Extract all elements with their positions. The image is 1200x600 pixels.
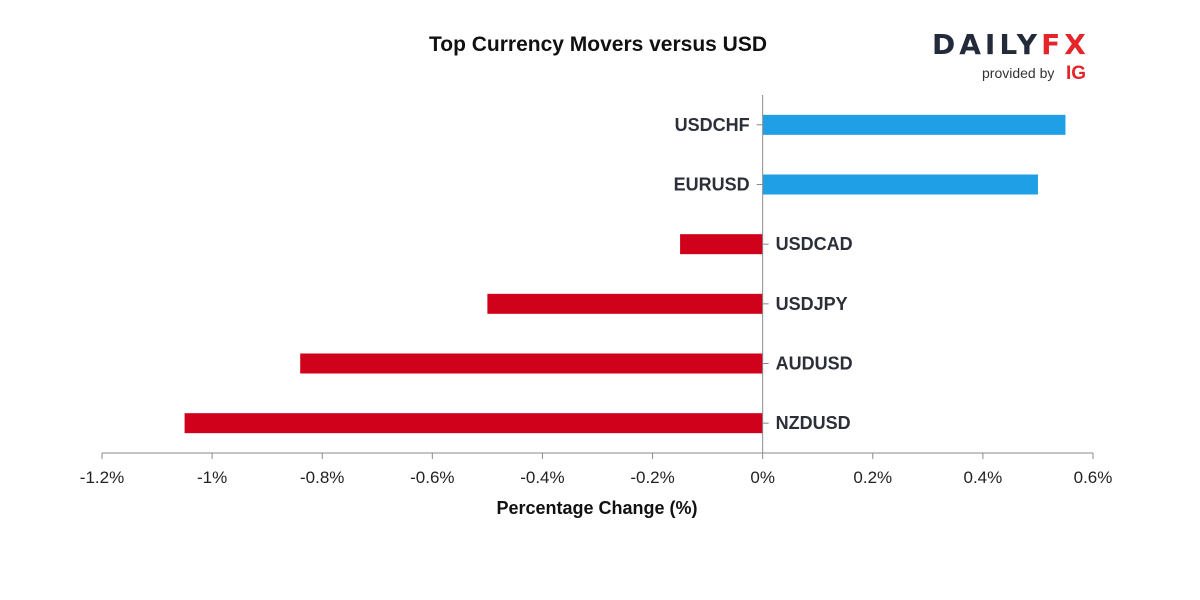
bar-usdjpy <box>487 293 763 314</box>
x-tick-label: -0.8% <box>300 468 344 487</box>
x-tick-label: -0.4% <box>520 468 564 487</box>
x-tick-label: 0.2% <box>853 468 892 487</box>
x-ticks-group: -1.2% -1% -0.8% -0.6% -0.4% -0.2% 0% 0.2% 0.4% 0.… <box>80 453 1113 487</box>
bars-group <box>184 114 1066 434</box>
bar-usdchf <box>762 114 1066 135</box>
chart-title: Top Currency Movers versus USD <box>428 33 768 56</box>
x-tick-label: 0.4% <box>964 468 1003 487</box>
logo-ig: IG <box>1066 63 1086 84</box>
logo-daily-text: DAILY <box>932 28 1041 61</box>
category-label-eurusd: EURUSD <box>674 175 750 195</box>
logo-brand-text: DAILYFX <box>932 28 1090 61</box>
category-label-usdcad: USDCAD <box>776 234 853 254</box>
bar-eurusd <box>762 174 1038 195</box>
category-labels-group: USDCHF EURUSD USDCAD USDJPY AUDUSD NZDUSD <box>674 115 853 433</box>
category-label-usdjpy: USDJPY <box>776 294 848 314</box>
category-label-usdchf: USDCHF <box>675 115 750 135</box>
category-label-nzdusd: NZDUSD <box>776 413 851 433</box>
bar-usdcad <box>680 234 763 255</box>
x-axis-label: Percentage Change (%) <box>496 498 697 518</box>
logo-fx-text: FX <box>1041 28 1090 61</box>
x-tick-label: -1% <box>197 468 227 487</box>
bar-audusd <box>300 353 763 374</box>
bar-nzdusd <box>184 413 763 434</box>
dailyfx-logo: DAILYFX provided by IG <box>932 28 1090 84</box>
category-label-audusd: AUDUSD <box>776 354 853 374</box>
x-tick-label: -1.2% <box>80 468 124 487</box>
logo-provided-by: provided by <box>982 65 1054 81</box>
x-tick-label: -0.6% <box>410 468 454 487</box>
x-tick-label: 0.6% <box>1074 468 1113 487</box>
x-tick-label: 0% <box>750 468 775 487</box>
x-tick-label: -0.2% <box>630 468 674 487</box>
